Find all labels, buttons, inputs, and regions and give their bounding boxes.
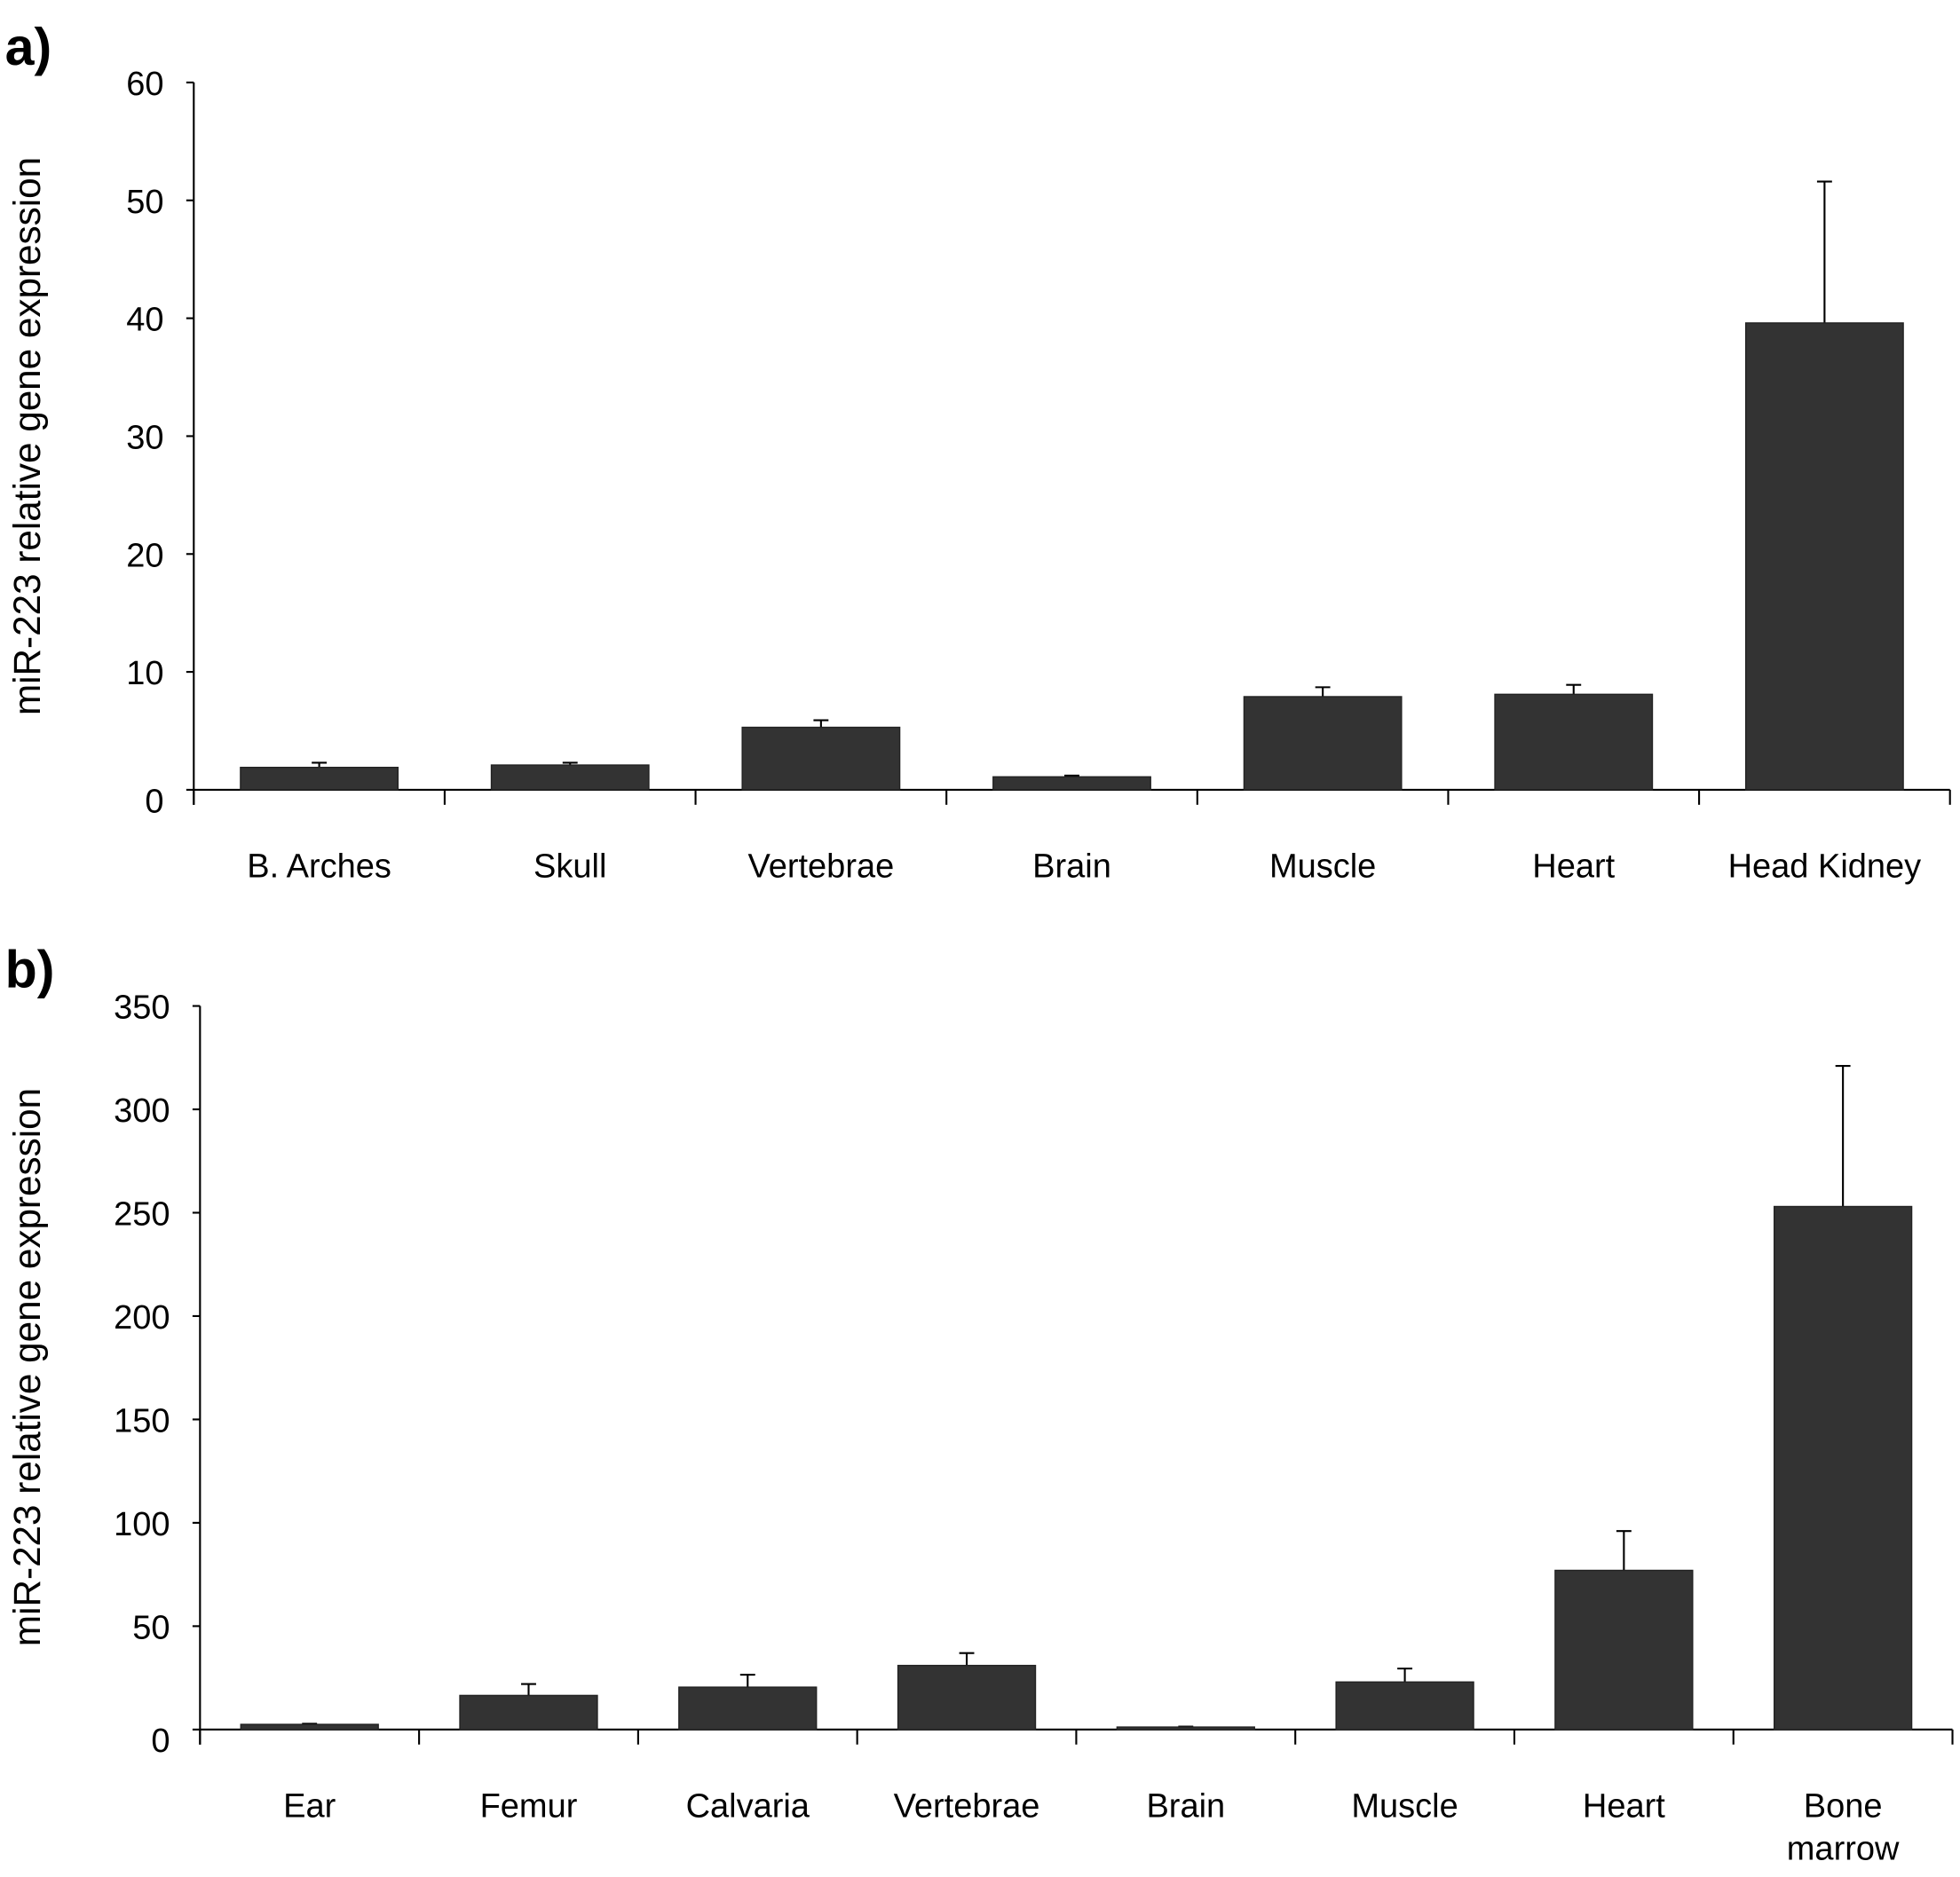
x-tick-label: Ear <box>283 1787 336 1825</box>
y-tick-label: 300 <box>114 1092 170 1130</box>
y-axis-label-a: miR-223 relative gene expression <box>6 157 48 715</box>
y-tick-label: 350 <box>114 990 170 1027</box>
x-tick-label: Muscle <box>1351 1787 1458 1825</box>
y-tick-label: 0 <box>145 783 163 820</box>
x-tick-label: Skull <box>533 848 606 886</box>
bar-bone-marrow <box>1773 1205 1913 1731</box>
bar-vertebrae <box>897 1664 1037 1731</box>
y-tick-label: 50 <box>132 1609 170 1646</box>
panel-label-a: a) <box>5 17 52 76</box>
x-tick-label: Head Kidney <box>1728 848 1922 886</box>
y-tick-label: 200 <box>114 1299 170 1337</box>
bar-brain <box>1116 1726 1255 1731</box>
bar-femur <box>459 1694 598 1731</box>
panel-label-b: b) <box>5 939 55 998</box>
x-tick-label: Calvaria <box>686 1787 810 1825</box>
x-tick-label: Bone marrow <box>1787 1787 1900 1867</box>
x-tick-label: Vertebrae <box>894 1787 1040 1825</box>
x-tick-label: Brain <box>1032 848 1111 886</box>
y-tick-label: 50 <box>126 184 163 221</box>
bar-head-kidney <box>1744 322 1904 791</box>
x-tick-label: Heart <box>1583 1787 1665 1825</box>
y-tick-label: 250 <box>114 1196 170 1234</box>
bar-muscle <box>1335 1681 1474 1731</box>
bar-ear <box>240 1723 379 1731</box>
y-tick-label: 150 <box>114 1403 170 1440</box>
y-tick-label: 20 <box>126 537 163 574</box>
x-tick-label: Heart <box>1532 848 1615 886</box>
x-tick-label: Vertebrae <box>747 848 894 886</box>
bar-brain <box>992 776 1151 791</box>
x-tick-label: Muscle <box>1269 848 1376 886</box>
y-tick-label: 40 <box>126 302 163 339</box>
bar-b-arches <box>240 766 399 791</box>
y-axis-label-b: miR-223 relative gene expression <box>6 1088 48 1646</box>
y-tick-label: 10 <box>126 655 163 692</box>
bar-vertebrae <box>741 726 901 791</box>
x-tick-label: Femur <box>480 1787 578 1825</box>
y-tick-label: 100 <box>114 1506 170 1543</box>
y-tick-label: 30 <box>126 420 163 457</box>
bar-heart <box>1554 1569 1694 1731</box>
x-tick-label: Brain <box>1146 1787 1225 1825</box>
plot-b: 0 50 100 150 200 250 300 350 Ear Femur Calvaria Ver… <box>114 990 1954 1867</box>
bar-skull <box>490 764 650 791</box>
x-tick-label: B. Arches <box>247 848 391 886</box>
bar-calvaria <box>678 1686 818 1731</box>
plot-a: 0 10 20 30 40 50 60 B. Arches Skull Vertebrae Brai… <box>126 66 1951 886</box>
y-tick-label: 60 <box>126 66 163 103</box>
y-tick-label: 0 <box>151 1723 170 1760</box>
bar-heart <box>1494 693 1654 791</box>
bar-muscle <box>1243 696 1403 791</box>
